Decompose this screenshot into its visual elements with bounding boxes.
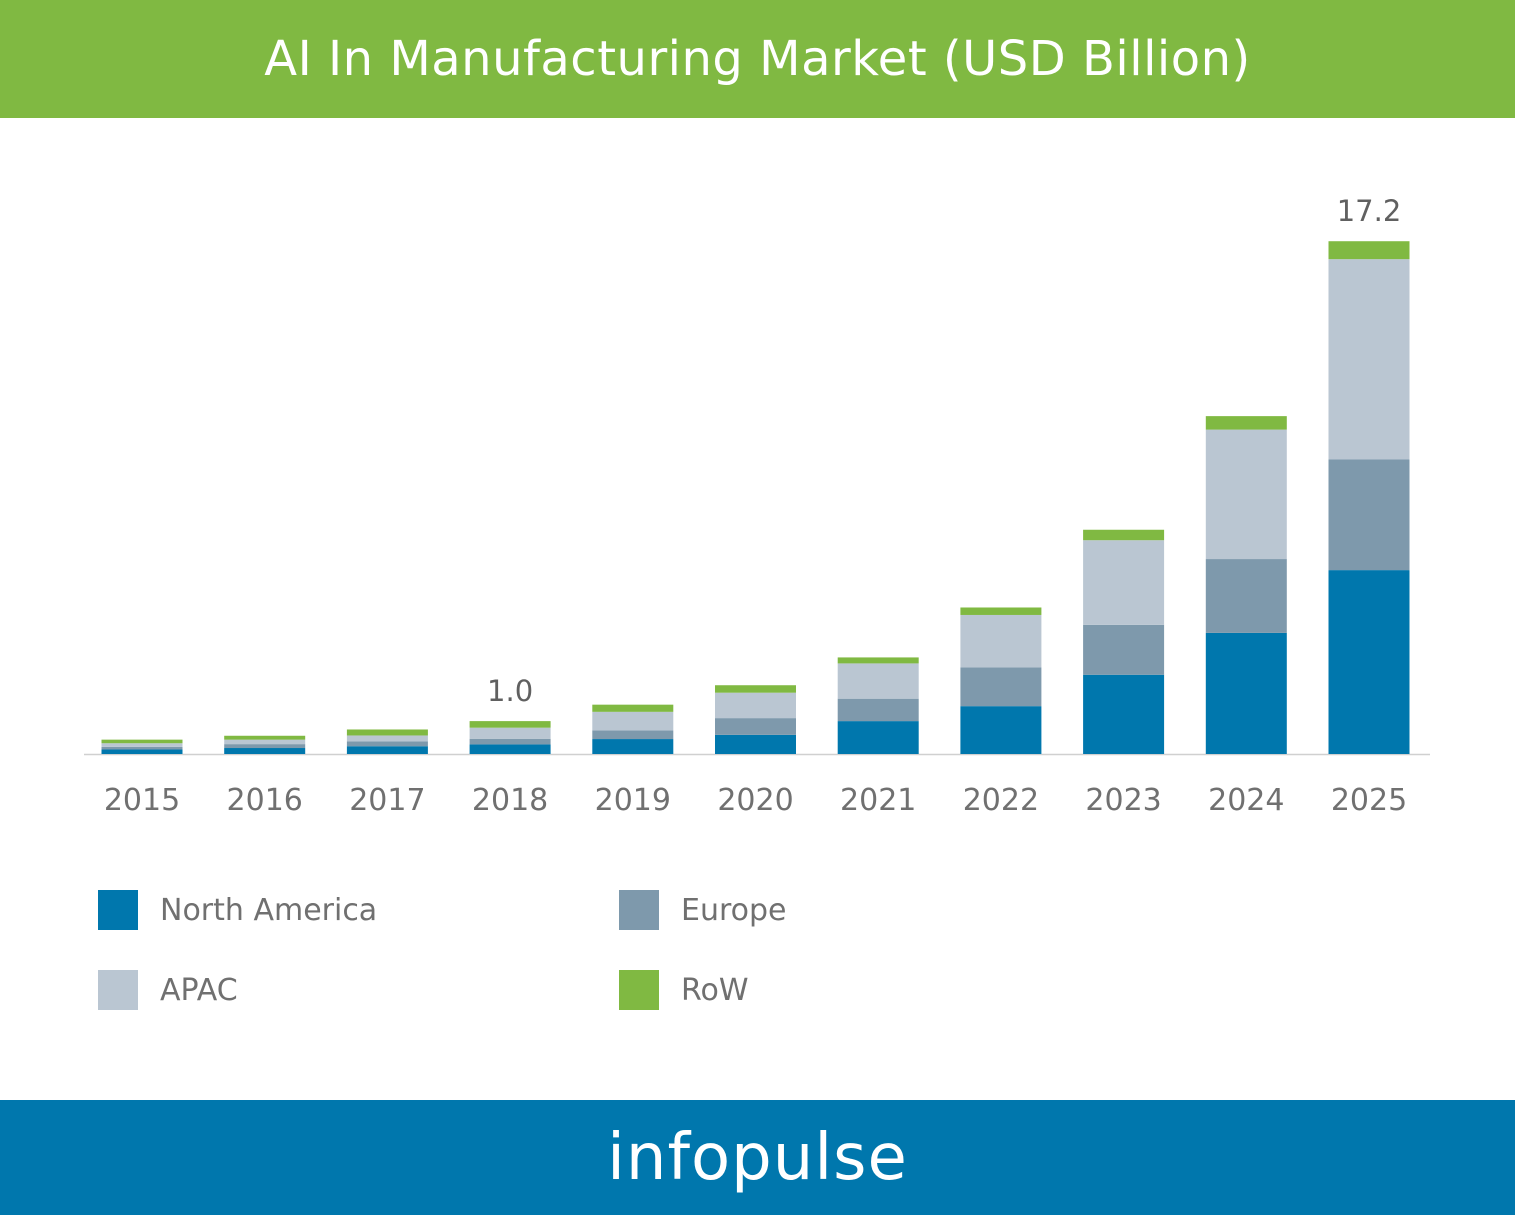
legend-item-apac: APAC [98,970,238,1010]
bar-row-2015 [101,739,183,744]
chart-area: 2015 2016 2017 2018 2019 2020 2021 2022 2023 2024… [0,118,1515,878]
legend-label-apac: APAC [160,972,238,1008]
chart-title: AI In Manufacturing Market (USD Billion) [264,31,1251,87]
bar-europe-2022 [960,667,1042,707]
legend-swatch-row [619,970,659,1010]
bar-north-america-2018 [469,744,551,754]
bar-europe-2020 [715,718,796,735]
bar-apac-2022 [960,614,1042,668]
x-tick-label-2015: 2015 [104,783,180,818]
bar-row-2020 [715,685,796,693]
bar-europe-2018 [469,738,551,745]
bar-apac-2025 [1328,259,1410,460]
x-tick-label-2019: 2019 [595,783,671,818]
x-tick-label-2017: 2017 [349,783,425,818]
x-tick-label-2016: 2016 [227,783,303,818]
legend-label-europe: Europe [681,892,787,928]
chart-legend: North America Europe APAC RoW [0,878,1515,1078]
bar-europe-2016 [224,744,306,749]
bar-europe-2023 [1083,624,1165,675]
chart-header: AI In Manufacturing Market (USD Billion) [0,0,1515,118]
x-tick-label-2025: 2025 [1331,783,1407,818]
data-label-2018: 1.0 [487,674,533,708]
x-tick-label-2020: 2020 [717,783,793,818]
brand-footer: infopulse [0,1100,1515,1215]
bar-row-2019 [592,704,674,712]
x-tick-label-2024: 2024 [1208,783,1284,818]
bar-europe-2021 [837,698,919,722]
legend-label-row: RoW [681,972,749,1008]
legend-item-row: RoW [619,970,749,1010]
bar-row-2021 [837,657,919,664]
bar-north-america-2025 [1328,570,1410,754]
bar-apac-2016 [224,739,306,745]
bar-apac-2018 [469,727,551,739]
bar-north-america-2017 [346,746,428,754]
brand-logo: infopulse [607,1120,908,1195]
bar-apac-2021 [837,663,919,699]
bar-apac-2023 [1083,540,1165,625]
bar-north-america-2024 [1205,632,1287,754]
bar-north-america-2023 [1083,674,1165,754]
legend-swatch-europe [619,890,659,930]
x-tick-label-2021: 2021 [840,783,916,818]
bar-row-2016 [224,735,306,740]
legend-item-europe: Europe [619,890,787,930]
bar-north-america-2022 [960,706,1042,754]
bar-apac-2019 [592,711,674,731]
legend-swatch-apac [98,970,138,1010]
bar-row-2017 [346,729,428,736]
bar-row-2025 [1328,241,1410,260]
bar-europe-2025 [1328,459,1410,571]
bar-apac-2017 [346,735,428,742]
bar-apac-2024 [1205,429,1287,560]
bar-north-america-2020 [715,734,796,754]
x-tick-label-2018: 2018 [472,783,548,818]
data-label-2025: 17.2 [1337,194,1402,228]
stacked-bar-chart: 2015 2016 2017 2018 2019 2020 2021 2022 2023 2024… [84,194,1430,818]
bar-europe-2017 [346,741,428,747]
bar-row-2023 [1083,529,1165,541]
bar-north-america-2019 [592,739,674,754]
bar-apac-2015 [101,743,183,747]
bar-europe-2024 [1205,559,1287,633]
x-tick-label-2022: 2022 [963,783,1039,818]
bar-north-america-2021 [837,721,919,754]
bar-row-2024 [1205,416,1287,430]
legend-label-north-america: North America [160,892,378,928]
bar-north-america-2016 [224,748,306,754]
bar-row-2022 [960,607,1042,615]
bar-row-2018 [469,721,551,728]
x-tick-label-2023: 2023 [1085,783,1161,818]
bar-north-america-2015 [101,749,183,754]
bar-europe-2019 [592,730,674,740]
legend-item-north-america: North America [98,890,377,930]
bar-apac-2020 [715,692,796,719]
legend-swatch-north-america [98,890,138,930]
bar-europe-2015 [101,746,183,750]
